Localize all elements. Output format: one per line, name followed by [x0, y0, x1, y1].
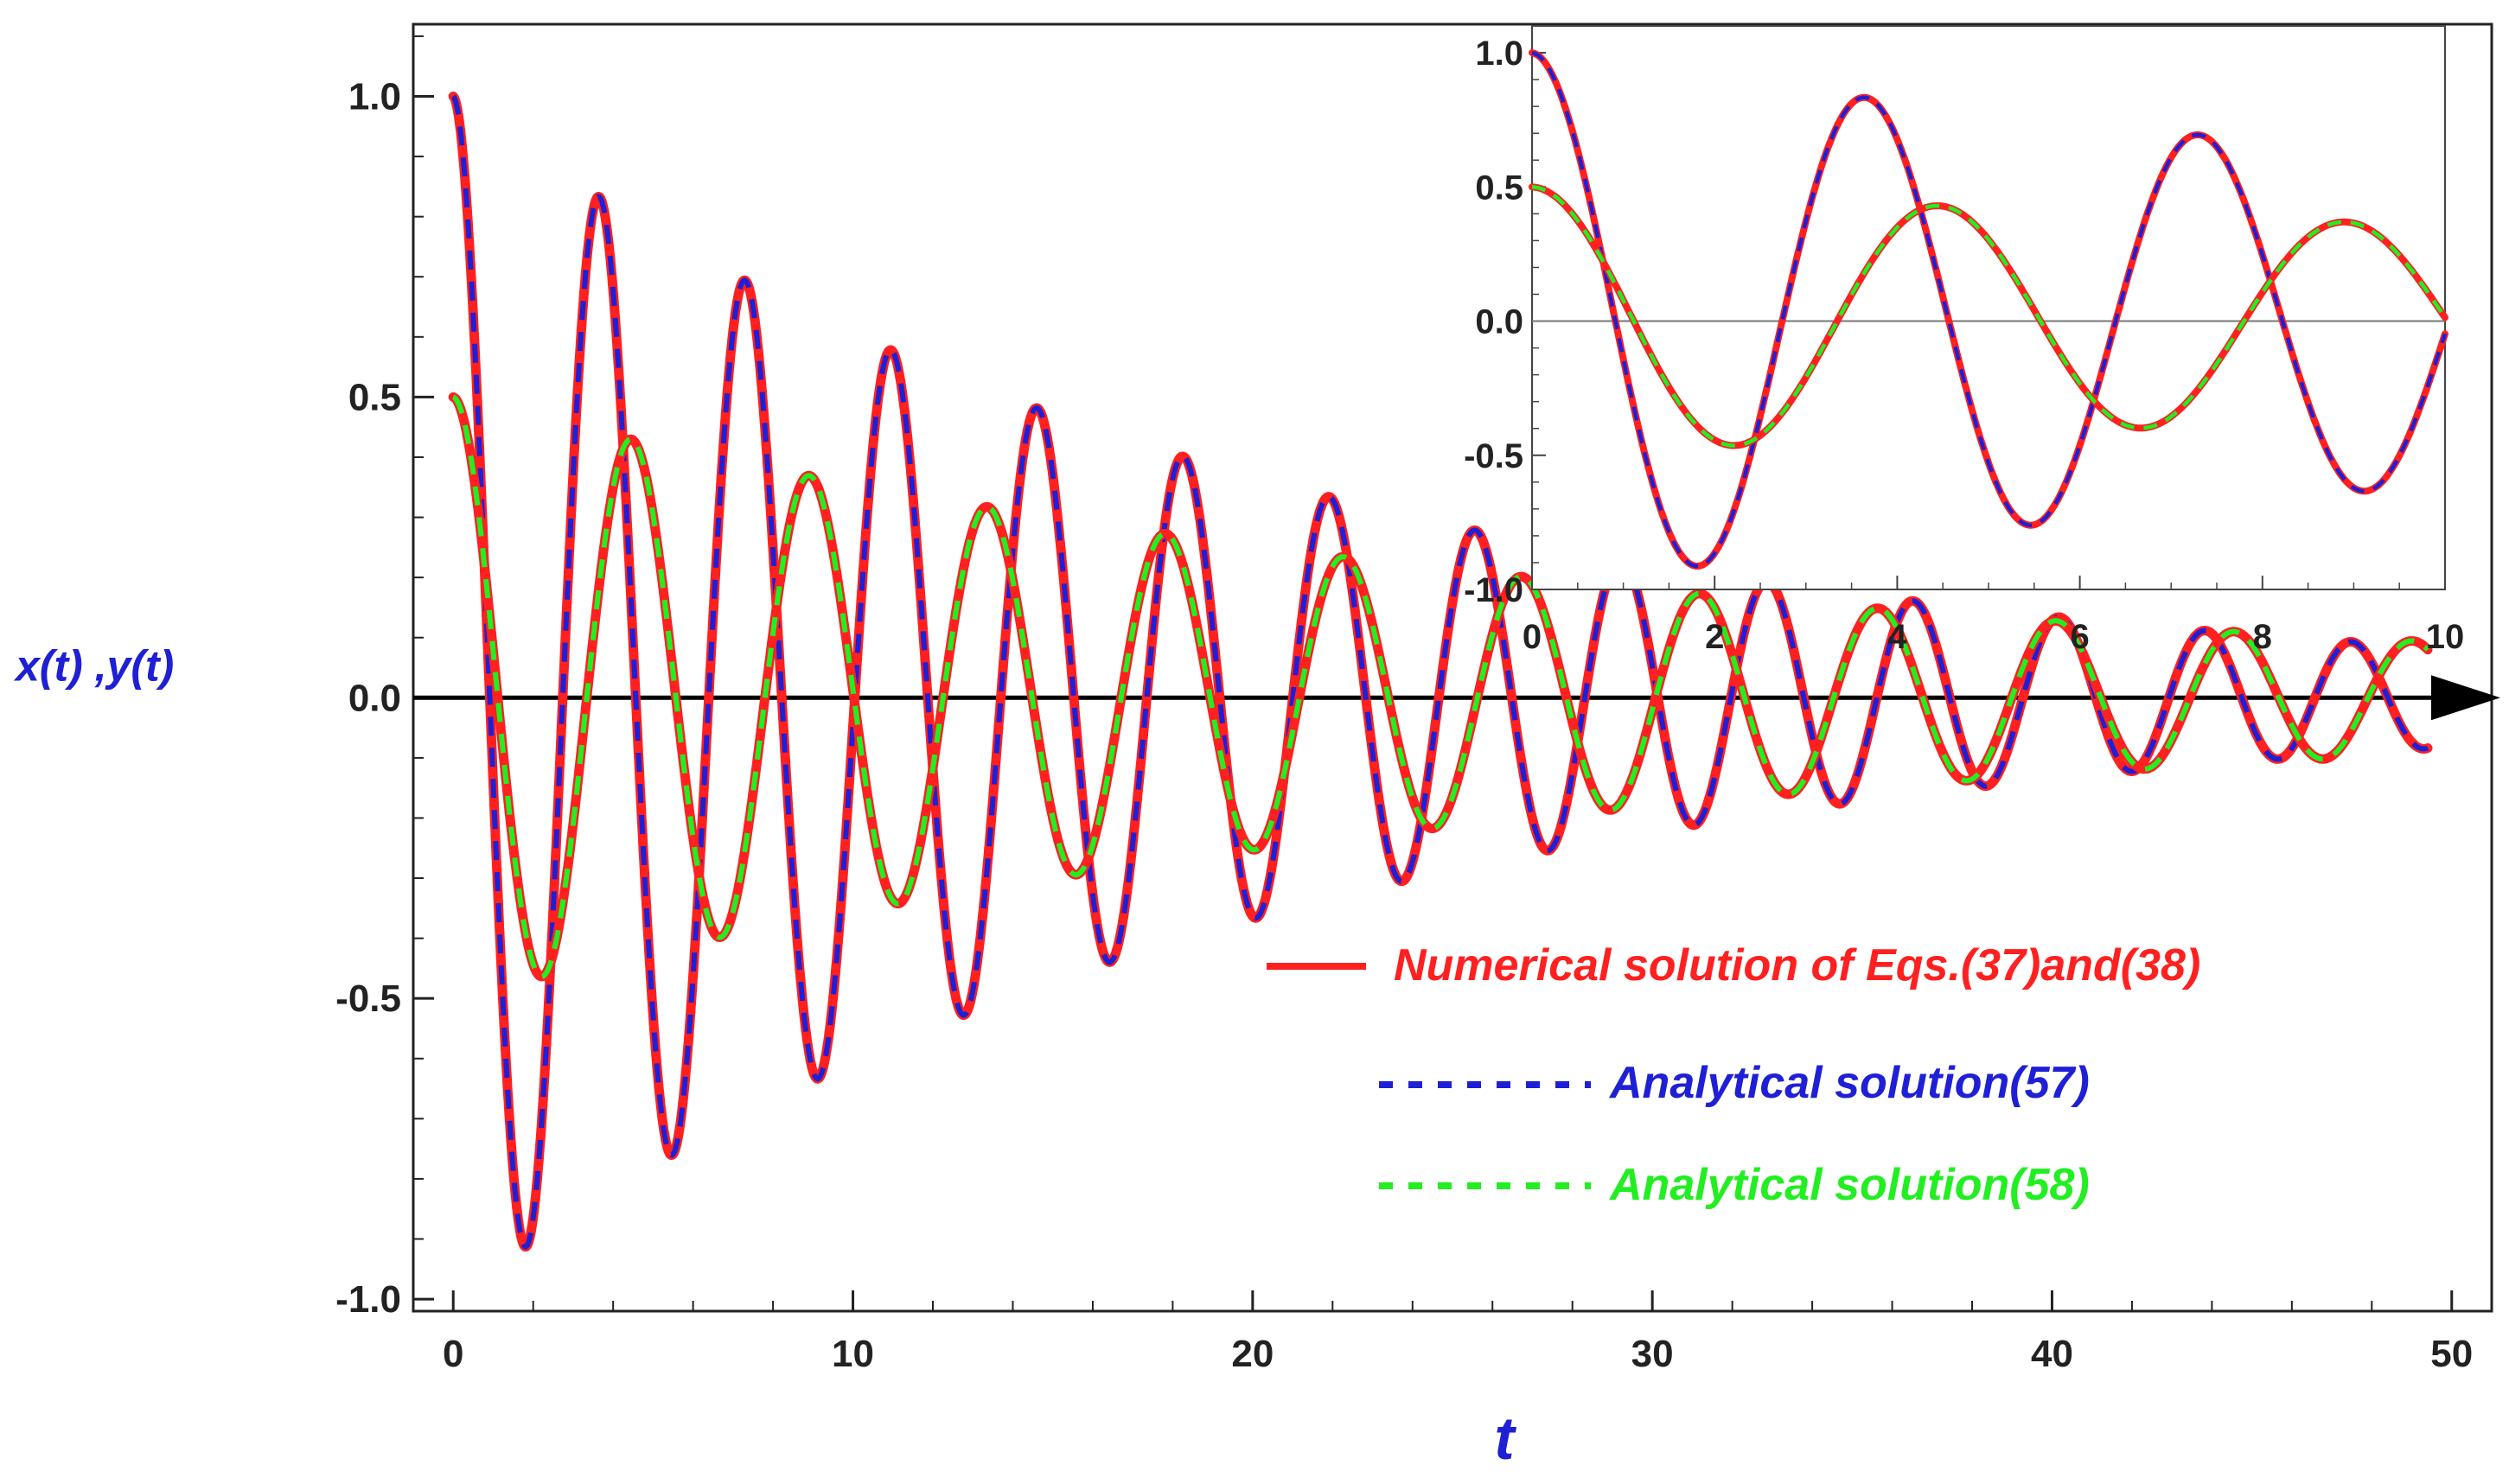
x-tick-label: 0 — [443, 1333, 463, 1375]
inset-x-tick-label: 0 — [1523, 618, 1542, 656]
plot-frame — [412, 22, 2493, 1313]
inset-y-tick-label: 1.0 — [1475, 35, 1523, 73]
main-plot: -1.0-0.50.00.51.00 10 20 30 40 50x(t) ,y(t)t — [13, 22, 2500, 1472]
inset-x-tick-label: 4 — [1887, 618, 1907, 656]
inset-x-tick-label: 2 — [1705, 618, 1724, 656]
legend-label-1: Numerical solution of Eqs.(37)and(38) — [1394, 940, 2200, 990]
legend-label-3: Analytical solution(58) — [1608, 1160, 2090, 1210]
legend: Numerical solution of Eqs.(37)and(38) Ana… — [1267, 940, 2200, 1210]
inset-x-tick-label: 10 — [2426, 618, 2465, 656]
legend-label-2: Analytical solution(57) — [1608, 1058, 2090, 1108]
x-tick-label: 20 — [1231, 1333, 1274, 1375]
y-tick-label: 0.0 — [348, 677, 401, 719]
x-axis-label: t — [1494, 1404, 1516, 1472]
inset-x-tick-label: 8 — [2253, 618, 2272, 656]
inset-y-tick-label: 0.5 — [1475, 169, 1523, 207]
x-tick-label: 10 — [832, 1333, 874, 1375]
y-tick-label: 1.0 — [348, 75, 401, 118]
x-axis-arrow — [2431, 675, 2500, 721]
inset-x-tick-label: 6 — [2070, 618, 2089, 656]
inset-frame — [1531, 25, 2446, 590]
inset-y-tick-label: -0.5 — [1464, 437, 1523, 475]
inset-series-analytical-solution-58-dashed-line — [1531, 185, 2447, 448]
series-analytical-solution-58-dashed-line — [451, 394, 2430, 979]
inset-series-analytical-solution-57-dashed-line — [1531, 50, 2448, 569]
y-tick-label: -0.5 — [335, 978, 401, 1020]
x-tick-label: 40 — [2031, 1333, 2073, 1375]
x-tick-label: 50 — [2430, 1333, 2473, 1375]
inset-plot: -1.0 -0.5 0.0 0.5 1.0 0 2 4 6 8 10 — [1464, 25, 2465, 656]
inset-y-tick-label: -1.0 — [1464, 571, 1523, 609]
y-tick-label: -1.0 — [335, 1278, 401, 1321]
x-tick-label: 30 — [1631, 1333, 1674, 1375]
y-tick-label: 0.5 — [348, 376, 401, 418]
series-analytical-solution-57-dashed-line — [450, 94, 2430, 1250]
inset-y-tick-label: 0.0 — [1475, 303, 1523, 341]
y-axis-label: x(t) ,y(t) — [13, 641, 174, 690]
